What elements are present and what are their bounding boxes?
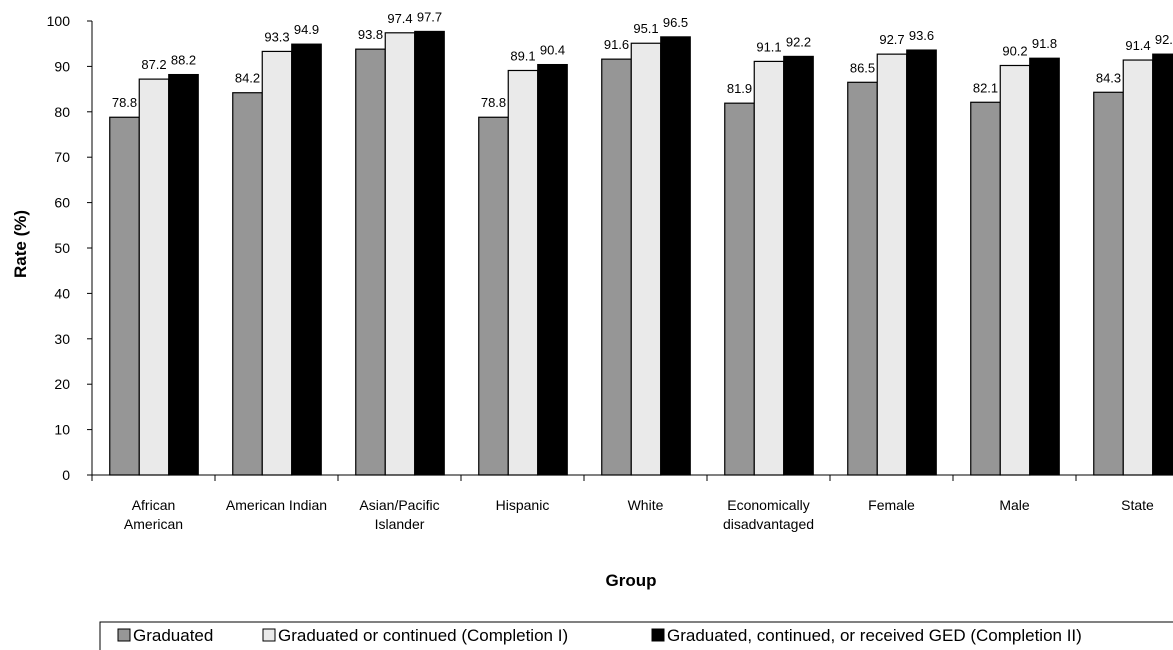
- bar: [1029, 57, 1060, 476]
- y-tick-label: 40: [54, 285, 70, 301]
- bar: [507, 69, 539, 476]
- y-tick-label: 0: [62, 467, 70, 483]
- bar: [847, 81, 878, 476]
- data-label: 93.3: [264, 29, 289, 44]
- y-tick-label: 70: [54, 149, 70, 165]
- data-label: 91.8: [1032, 36, 1057, 51]
- bar: [537, 63, 568, 476]
- bar: [1122, 59, 1154, 476]
- data-label: 91.4: [1125, 38, 1150, 53]
- data-label: 90.2: [1002, 43, 1027, 58]
- category-label: Asian/Pacific: [359, 497, 439, 513]
- bar: [876, 53, 908, 476]
- category-label: White: [628, 497, 664, 513]
- category-label: disadvantaged: [723, 516, 814, 532]
- data-label: 92.2: [786, 34, 811, 49]
- plot-area: 78.8 87.2 88.2 84.2 93.3 94.9 93.8 97.4 97.7 78.8…: [109, 9, 1173, 476]
- category-label: Female: [868, 497, 915, 513]
- data-label: 91.1: [756, 39, 781, 54]
- category-label: Hispanic: [496, 497, 550, 513]
- y-tick-label: 10: [54, 422, 70, 438]
- y-axis-title: Rate (%): [11, 210, 30, 278]
- bar: [414, 30, 445, 476]
- legend-swatch: [117, 628, 131, 642]
- category-label: African: [132, 497, 176, 513]
- bar: [660, 36, 691, 476]
- y-tick-label: 80: [54, 104, 70, 120]
- data-label: 84.3: [1096, 70, 1121, 85]
- data-label: 87.2: [141, 57, 166, 72]
- data-label: 78.8: [112, 95, 137, 110]
- legend-swatch: [262, 628, 276, 642]
- data-label: 81.9: [727, 81, 752, 96]
- data-label: 93.6: [909, 28, 934, 43]
- bar: [970, 101, 1001, 476]
- legend: Graduated Graduated or continued (Complet…: [99, 621, 1173, 650]
- data-label: 94.9: [294, 22, 319, 37]
- bar: [753, 60, 785, 476]
- bar: [630, 42, 662, 476]
- bar: [109, 116, 140, 476]
- bar: [478, 116, 509, 476]
- bar: [724, 102, 755, 476]
- x-axis: African American American Indian Asian/Paci…: [91, 474, 1173, 532]
- data-label: 82.1: [973, 80, 998, 95]
- data-label: 92.7: [1155, 32, 1173, 47]
- data-label: 89.1: [510, 48, 535, 63]
- y-tick-label: 50: [54, 240, 70, 256]
- legend-label: Graduated: [133, 626, 213, 645]
- data-label: 78.8: [481, 95, 506, 110]
- data-label: 84.2: [235, 71, 260, 86]
- data-label: 91.6: [604, 37, 629, 52]
- legend-swatch: [651, 628, 665, 642]
- bar: [384, 32, 416, 476]
- data-label: 97.7: [417, 9, 442, 24]
- category-label: State: [1121, 497, 1154, 513]
- legend-label: Graduated, continued, or received GED (C…: [667, 626, 1082, 645]
- category-label: American Indian: [226, 497, 327, 513]
- y-tick-label: 60: [54, 195, 70, 211]
- bar: [291, 43, 322, 476]
- data-label: 97.4: [387, 11, 412, 26]
- bar: [1093, 91, 1124, 476]
- y-axis: 0 10 20 30 40 50 60 70 80 90 100: [47, 13, 93, 483]
- bar: [168, 73, 199, 476]
- category-label: Islander: [375, 516, 425, 532]
- bar: [138, 78, 170, 476]
- bar: [261, 50, 293, 476]
- category-label: Male: [999, 497, 1030, 513]
- bar: [601, 58, 632, 476]
- bar: [1152, 53, 1173, 476]
- legend-box: [99, 621, 1173, 650]
- y-tick-label: 90: [54, 58, 70, 74]
- bar: [999, 64, 1031, 476]
- data-label: 93.8: [358, 27, 383, 42]
- y-tick-label: 30: [54, 331, 70, 347]
- data-label: 96.5: [663, 15, 688, 30]
- x-axis-title: Group: [606, 571, 657, 590]
- category-label: Economically: [727, 497, 809, 513]
- legend-label: Graduated or continued (Completion I): [278, 626, 568, 645]
- y-tick-label: 100: [47, 13, 71, 29]
- data-label: 92.7: [879, 32, 904, 47]
- bar: [906, 49, 937, 476]
- bar: [355, 48, 386, 476]
- data-label: 88.2: [171, 53, 196, 68]
- data-label: 95.1: [633, 21, 658, 36]
- data-label: 90.4: [540, 43, 565, 58]
- y-tick-label: 20: [54, 376, 70, 392]
- bar: [232, 92, 263, 476]
- bar: [783, 55, 814, 476]
- data-label: 86.5: [850, 60, 875, 75]
- category-label: American: [124, 516, 183, 532]
